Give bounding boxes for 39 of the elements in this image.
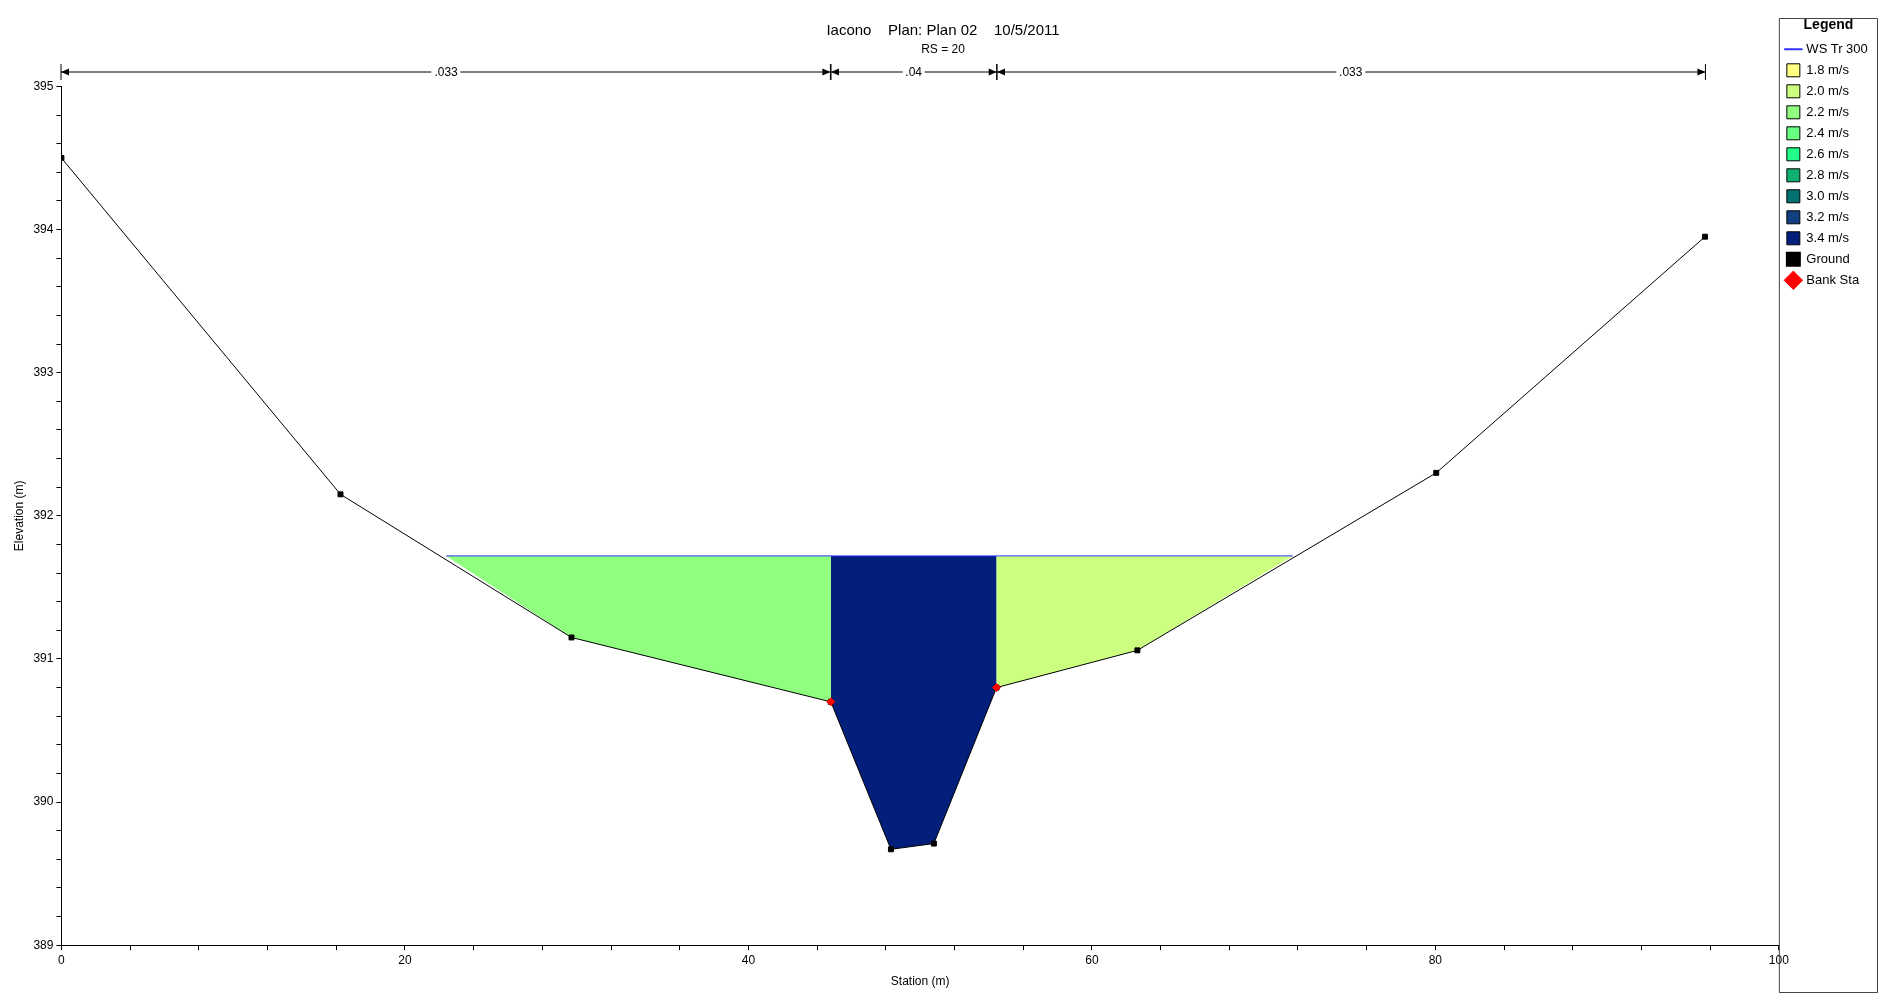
legend-title: Legend bbox=[1803, 15, 1854, 32]
legend-label: Bank Sta bbox=[1806, 271, 1860, 287]
x-tick-label: 80 bbox=[1428, 952, 1443, 967]
legend-label: 3.0 m/s bbox=[1806, 187, 1850, 203]
point bbox=[930, 840, 937, 847]
y-tick-label: 391 bbox=[33, 651, 54, 666]
point bbox=[568, 634, 575, 641]
legend-label: 2.8 m/s bbox=[1806, 166, 1850, 182]
text: .04 bbox=[902, 64, 926, 81]
legend-label: 3.2 m/s bbox=[1806, 208, 1850, 224]
point bbox=[887, 846, 894, 853]
legend-label: 2.0 m/s bbox=[1806, 82, 1850, 98]
y-tick-label: 392 bbox=[33, 508, 54, 523]
x-tick-label: 0 bbox=[58, 952, 66, 967]
text: .033 bbox=[431, 64, 461, 81]
point bbox=[1433, 469, 1440, 476]
legend-label: WS Tr 300 bbox=[1806, 40, 1868, 56]
y-tick-label: 395 bbox=[33, 78, 54, 93]
text: .033 bbox=[1336, 64, 1366, 81]
legend-label: 2.4 m/s bbox=[1806, 124, 1850, 140]
legend-label: 2.2 m/s bbox=[1806, 103, 1850, 119]
legend-label: 1.8 m/s bbox=[1806, 61, 1850, 77]
y-tick-label: 393 bbox=[33, 364, 54, 379]
x-axis-title: Station (m) bbox=[890, 974, 950, 989]
y-axis-title: Elevation (m) bbox=[11, 480, 26, 552]
chart-title: Iacono Plan: Plan 02 10/5/2011 bbox=[826, 21, 1060, 39]
legend-label: Ground bbox=[1806, 250, 1850, 266]
x-tick-label: 60 bbox=[1085, 952, 1099, 967]
x-tick-label: 40 bbox=[741, 952, 756, 967]
legend-label: 2.6 m/s bbox=[1806, 145, 1850, 161]
x-tick-label: 20 bbox=[398, 952, 412, 967]
y-tick-label: 389 bbox=[33, 937, 54, 952]
point bbox=[1134, 647, 1141, 654]
point bbox=[337, 491, 344, 498]
legend-label: 3.4 m/s bbox=[1806, 229, 1850, 245]
chart-subtitle: RS = 20 bbox=[921, 41, 966, 56]
y-tick-label: 394 bbox=[33, 221, 54, 236]
y-tick-label: 390 bbox=[33, 794, 54, 809]
point bbox=[1702, 233, 1708, 240]
